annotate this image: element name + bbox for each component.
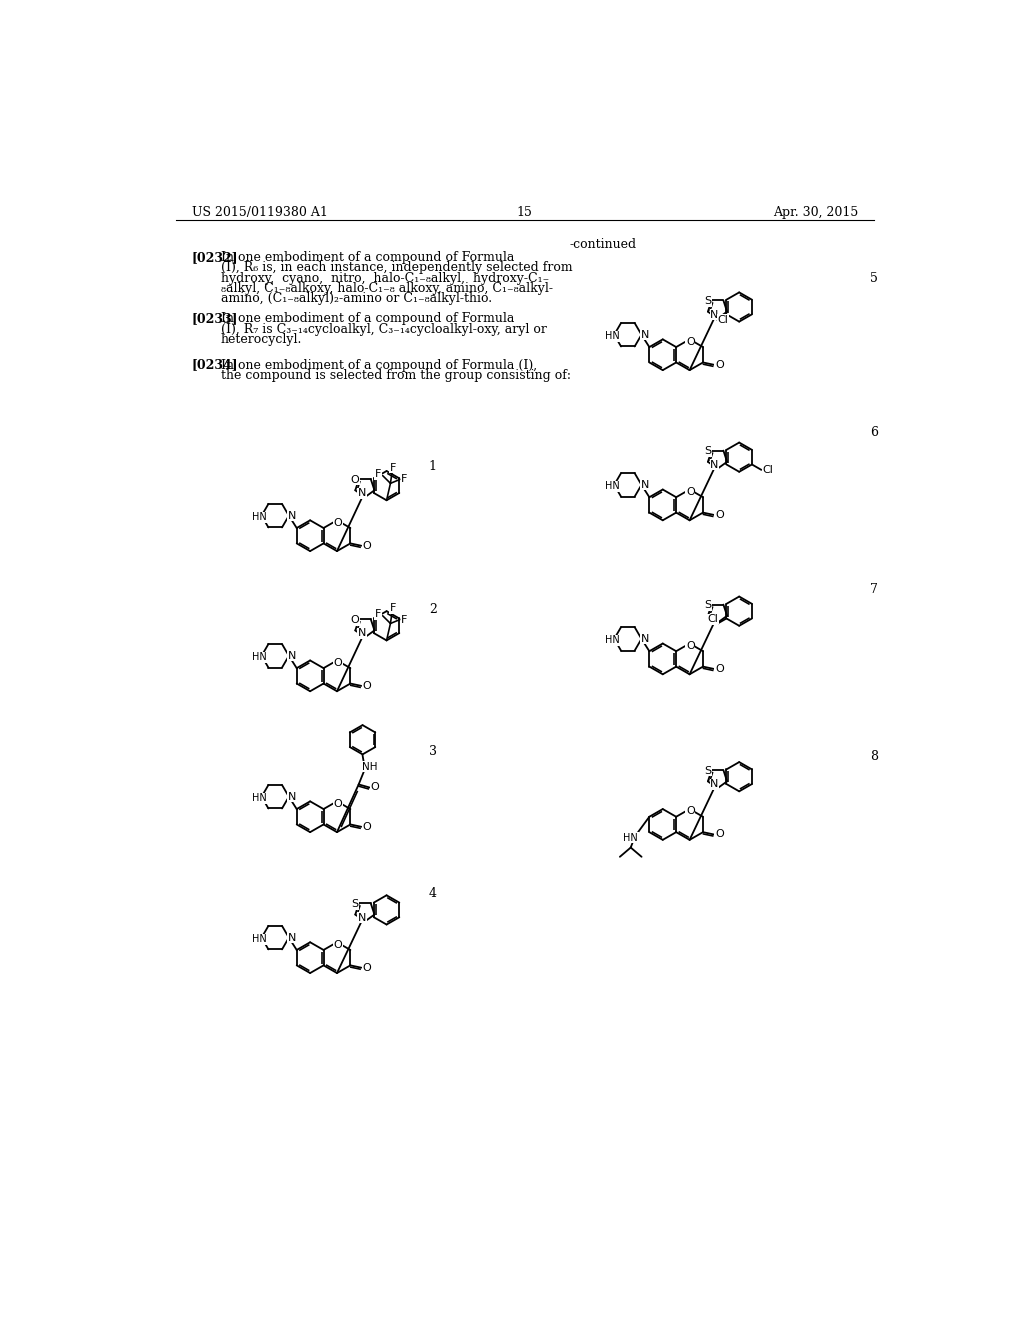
Text: (I), R₇ is C₃₋₁₄cycloalkyl, C₃₋₁₄cycloalkyl-oxy, aryl or: (I), R₇ is C₃₋₁₄cycloalkyl, C₃₋₁₄cycloal… (221, 323, 547, 335)
Text: F: F (389, 463, 396, 473)
Text: O: O (715, 664, 724, 675)
Text: N: N (640, 480, 649, 490)
Text: N: N (357, 488, 366, 499)
Text: N: N (640, 634, 649, 644)
Text: O: O (686, 807, 694, 816)
Text: O: O (334, 799, 342, 809)
Text: amino, (C₁₋₈alkyl)₂-amino or C₁₋₈alkyl-thio.: amino, (C₁₋₈alkyl)₂-amino or C₁₋₈alkyl-t… (221, 293, 493, 305)
Text: N: N (711, 459, 719, 470)
Text: F: F (401, 615, 408, 624)
Text: S: S (705, 296, 712, 306)
Text: N: N (288, 651, 296, 661)
Text: US 2015/0119380 A1: US 2015/0119380 A1 (191, 206, 328, 219)
Text: HN: HN (252, 793, 266, 804)
Text: S: S (705, 766, 712, 776)
Text: In one embodiment of a compound of Formula (I),: In one embodiment of a compound of Formu… (221, 359, 538, 372)
Text: N: N (357, 628, 366, 639)
Text: Cl: Cl (762, 465, 773, 475)
Text: hydroxy,  cyano,  nitro,  halo-C₁₋₈alkyl,  hydroxy-C₁₋: hydroxy, cyano, nitro, halo-C₁₋₈alkyl, h… (221, 272, 549, 285)
Text: O: O (371, 783, 379, 792)
Text: F: F (375, 610, 381, 619)
Text: Cl: Cl (718, 314, 729, 325)
Text: O: O (334, 657, 342, 668)
Text: HN: HN (604, 331, 620, 342)
Text: 7: 7 (870, 583, 879, 597)
Text: N: N (711, 779, 719, 789)
Text: O: O (334, 940, 342, 949)
Text: heterocyclyl.: heterocyclyl. (221, 333, 302, 346)
Text: S: S (351, 899, 358, 909)
Text: In one embodiment of a compound of Formula: In one embodiment of a compound of Formu… (221, 313, 514, 326)
Text: O: O (686, 487, 694, 496)
Text: the compound is selected from the group consisting of:: the compound is selected from the group … (221, 370, 571, 381)
Text: F: F (389, 603, 396, 612)
Text: N: N (711, 310, 719, 319)
Text: HN: HN (252, 652, 266, 663)
Text: N: N (357, 912, 366, 923)
Text: N: N (288, 933, 296, 942)
Text: 1: 1 (429, 461, 436, 474)
Text: N: N (288, 792, 296, 801)
Text: HN: HN (604, 482, 620, 491)
Text: O: O (362, 962, 371, 973)
Text: 3: 3 (429, 744, 436, 758)
Text: -continued: -continued (569, 238, 637, 251)
Text: N: N (711, 614, 719, 624)
Text: [0233]: [0233] (191, 313, 238, 326)
Text: O: O (362, 541, 371, 550)
Text: HN: HN (252, 512, 266, 523)
Text: (I), R₆ is, in each instance, independently selected from: (I), R₆ is, in each instance, independen… (221, 261, 572, 275)
Text: 5: 5 (870, 272, 879, 285)
Text: NH: NH (361, 762, 377, 772)
Text: N: N (288, 511, 296, 520)
Text: O: O (350, 475, 359, 484)
Text: S: S (705, 601, 712, 610)
Text: 8: 8 (870, 750, 879, 763)
Text: O: O (686, 337, 694, 347)
Text: F: F (401, 474, 408, 484)
Text: Apr. 30, 2015: Apr. 30, 2015 (773, 206, 858, 219)
Text: In one embodiment of a compound of Formula: In one embodiment of a compound of Formu… (221, 251, 514, 264)
Text: N: N (640, 330, 649, 339)
Text: O: O (715, 360, 724, 370)
Text: O: O (334, 517, 342, 528)
Text: 2: 2 (429, 603, 436, 616)
Text: Cl: Cl (707, 614, 718, 624)
Text: O: O (350, 615, 359, 624)
Text: O: O (362, 681, 371, 690)
Text: O: O (715, 829, 724, 840)
Text: 4: 4 (429, 887, 436, 900)
Text: 6: 6 (870, 426, 879, 440)
Text: [0234]: [0234] (191, 359, 239, 372)
Text: S: S (705, 446, 712, 457)
Text: O: O (362, 822, 371, 832)
Text: ₈alkyl, C₁₋₈alkoxy, halo-C₁₋₈ alkoxy, amino, C₁₋₈alkyl-: ₈alkyl, C₁₋₈alkoxy, halo-C₁₋₈ alkoxy, am… (221, 282, 553, 294)
Text: [0232]: [0232] (191, 251, 239, 264)
Text: O: O (686, 640, 694, 651)
Text: O: O (715, 510, 724, 520)
Text: HN: HN (604, 635, 620, 645)
Text: 15: 15 (517, 206, 532, 219)
Text: F: F (375, 469, 381, 479)
Text: HN: HN (252, 935, 266, 944)
Text: HN: HN (624, 833, 638, 842)
